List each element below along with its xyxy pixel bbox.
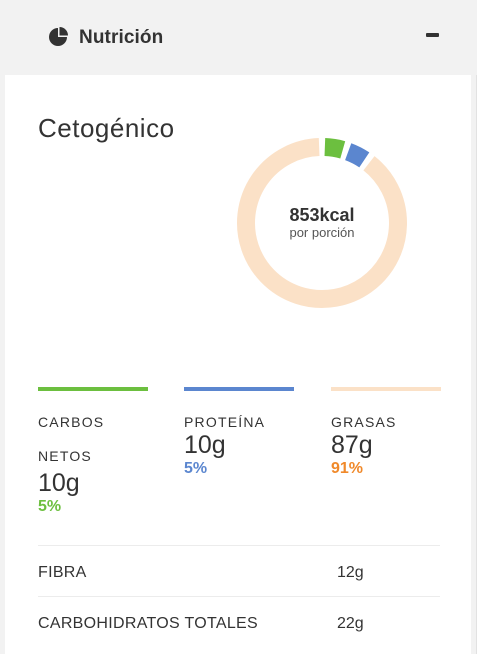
donut-segment-carbs xyxy=(324,138,346,159)
calories-unit-label: por porción xyxy=(289,225,355,240)
macro-percent-fat: 91% xyxy=(331,460,364,477)
nutrition-card: Cetogénico 853kcal por porción CARBOS NE… xyxy=(5,75,471,654)
macro-percent-carbs: 5% xyxy=(38,498,62,515)
calorie-donut: 853kcal por porción xyxy=(236,137,408,309)
pie-chart-icon xyxy=(49,27,68,46)
macro-fat: GRASAS 87g 91% xyxy=(331,387,441,479)
diet-title: Cetogénico xyxy=(38,113,175,143)
detail-name-fiber: FIBRA xyxy=(38,564,87,581)
macro-label-fat: GRASAS xyxy=(331,414,397,430)
detail-value-total-carbs: 22g xyxy=(337,615,364,632)
donut-segment-fat xyxy=(237,138,407,308)
panel-header[interactable]: Nutrición xyxy=(0,0,477,75)
macro-label-protein: PROTEÍNA xyxy=(184,414,266,430)
macro-amount-protein: 10g xyxy=(184,431,226,459)
macro-carbs: CARBOS NETOS 10g 5% xyxy=(38,387,148,517)
macro-percent-protein: 5% xyxy=(184,460,208,477)
macro-protein: PROTEÍNA 10g 5% xyxy=(184,387,294,479)
detail-value-fiber: 12g xyxy=(337,564,364,581)
donut-chart xyxy=(237,138,407,308)
donut-segment-protein xyxy=(344,143,370,168)
macro-bar-fat xyxy=(331,387,441,391)
detail-name-total-carbs: CARBOHIDRATOS TOTALES xyxy=(38,615,258,632)
donut-center: 853kcal por porción xyxy=(236,137,408,309)
macro-label-carbs: CARBOS NETOS xyxy=(38,414,105,464)
macro-bar-protein xyxy=(184,387,294,391)
macro-amount-fat: 87g xyxy=(331,431,373,459)
calories-value: 853kcal xyxy=(289,205,355,225)
macro-bar-carbs xyxy=(38,387,148,391)
panel-title: Nutrición xyxy=(79,27,164,48)
minus-icon xyxy=(426,33,439,37)
collapse-button[interactable] xyxy=(420,30,444,48)
detail-row-fiber: FIBRA 12g xyxy=(38,545,440,596)
macro-amount-carbs: 10g xyxy=(38,469,80,497)
detail-row-total-carbs: CARBOHIDRATOS TOTALES 22g xyxy=(38,596,440,647)
